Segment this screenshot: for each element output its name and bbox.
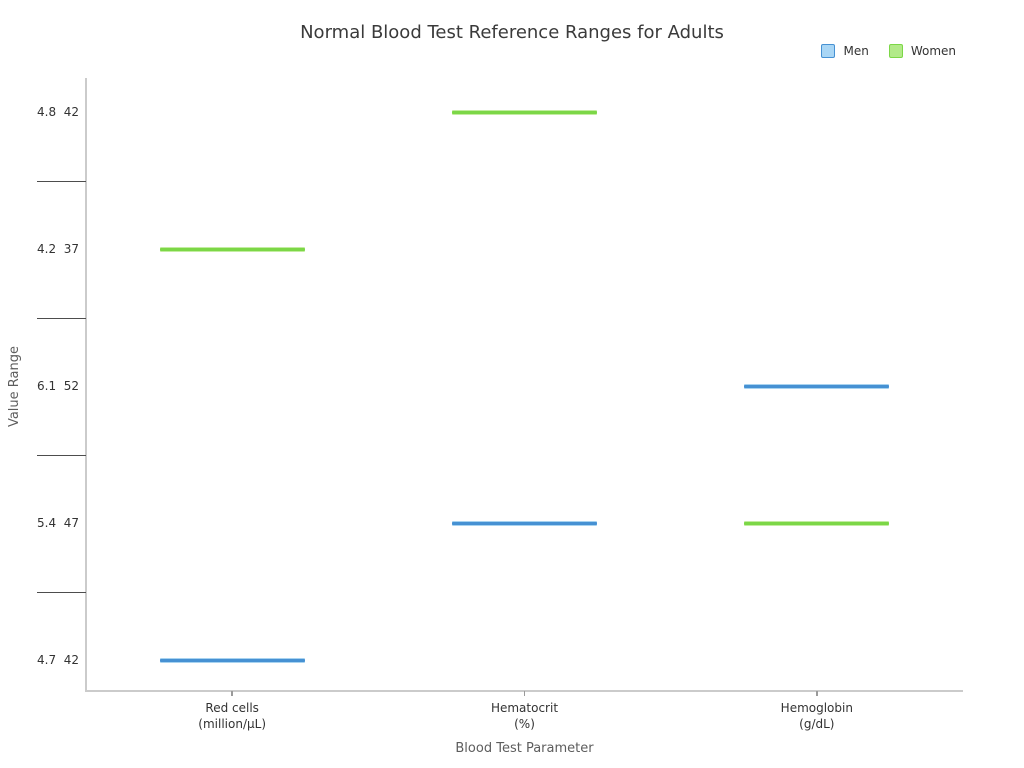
y-axis-spine xyxy=(85,78,87,691)
x-tick xyxy=(231,691,233,696)
x-tick-label: Hematocrit (%) xyxy=(490,701,559,731)
legend-item-men: Men xyxy=(821,44,869,58)
legend-swatch-icon xyxy=(888,44,903,58)
x-tick xyxy=(523,691,526,696)
legend: Men Women xyxy=(821,44,956,58)
y-tick-label: 4.7 42 xyxy=(37,653,79,667)
x-axis-title: Blood Test Parameter xyxy=(455,741,594,756)
legend-swatch-icon xyxy=(821,44,836,58)
legend-item-women: Women xyxy=(888,44,956,58)
range-segment-men xyxy=(744,384,890,388)
x-tick xyxy=(816,691,818,696)
y-tick-label: 4.8 42 xyxy=(37,105,79,119)
y-tick-label: 6.1 52 xyxy=(37,379,79,393)
range-segment-women xyxy=(744,521,890,525)
y-tick-label: 5.4 47 xyxy=(37,516,79,530)
y-tick-label: 4.2 37 xyxy=(37,242,79,256)
y-divider-tick xyxy=(37,180,86,182)
legend-label: Men xyxy=(843,44,869,58)
range-segment-women xyxy=(452,110,597,114)
x-tick-label: Red cells (million/μL) xyxy=(198,701,266,731)
range-segment-women xyxy=(159,247,305,251)
legend-label: Women xyxy=(910,44,956,58)
chart-title: Normal Blood Test Reference Ranges for A… xyxy=(300,22,724,43)
y-axis-title: Value Range xyxy=(7,346,22,428)
x-axis-spine xyxy=(85,690,963,692)
x-tick-label: Hemoglobin (g/dL) xyxy=(780,701,853,731)
y-divider-tick xyxy=(37,317,86,319)
y-divider-tick xyxy=(37,454,86,456)
y-divider-tick xyxy=(37,591,86,593)
range-segment-men xyxy=(159,658,305,662)
range-segment-men xyxy=(452,521,597,525)
